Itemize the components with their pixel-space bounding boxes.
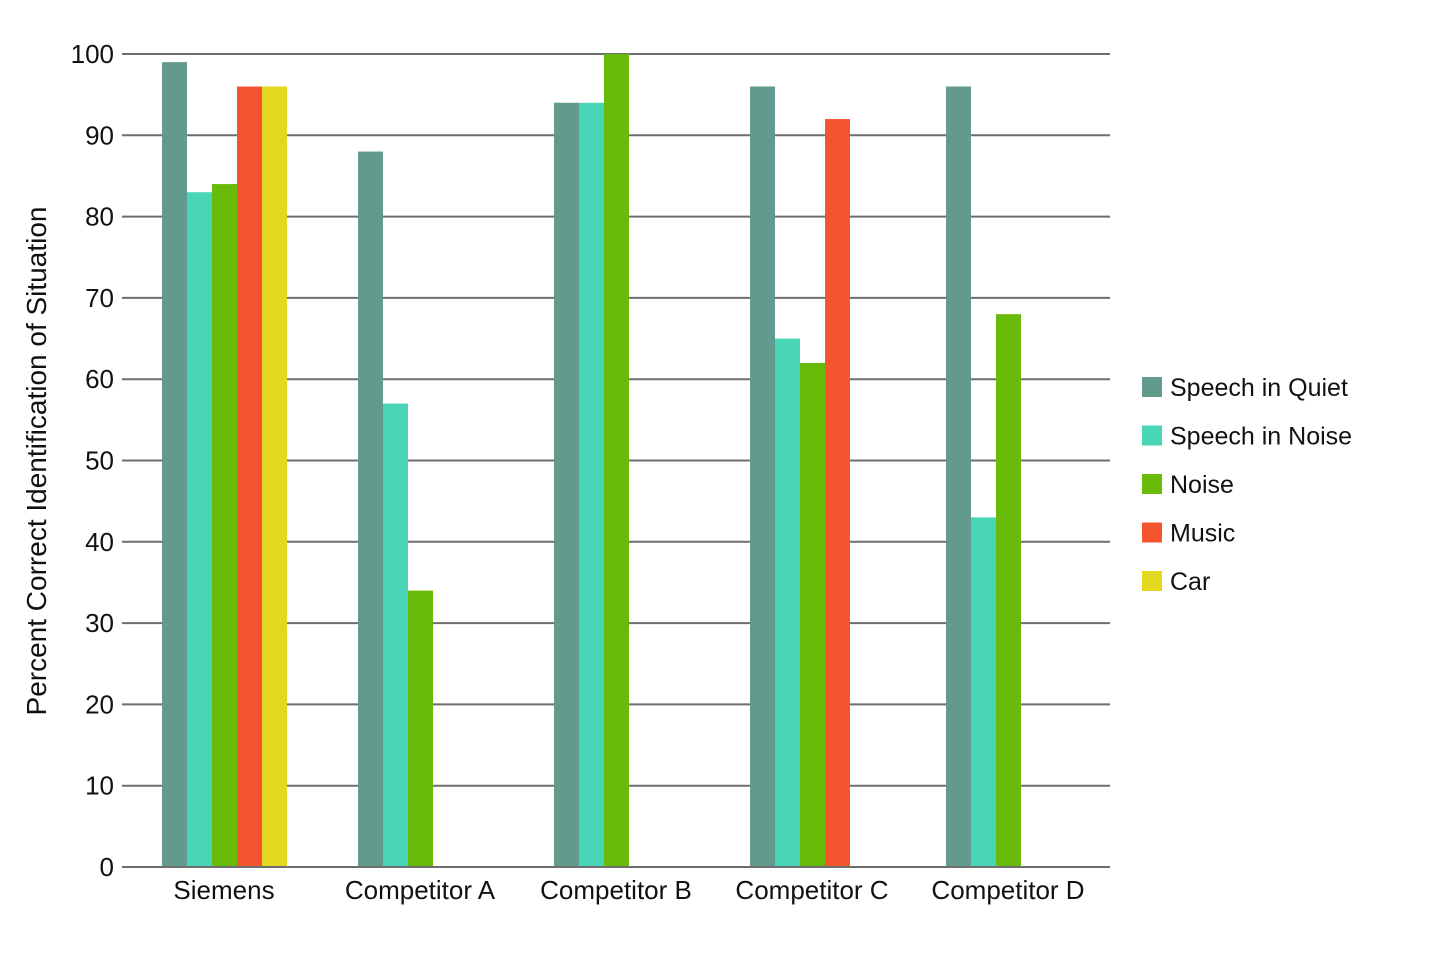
bar — [775, 338, 800, 867]
y-tick-label: 30 — [85, 608, 114, 638]
y-tick-label: 80 — [85, 202, 114, 232]
bar — [187, 192, 212, 867]
legend-label: Music — [1170, 520, 1235, 548]
bar — [750, 86, 775, 867]
bar — [604, 54, 629, 867]
legend-label: Noise — [1170, 471, 1234, 499]
x-axis-categories: Siemens Competitor A Competitor B Competito… — [173, 875, 1084, 905]
bars — [162, 54, 1021, 868]
bar — [262, 86, 287, 867]
y-tick-label: 20 — [85, 689, 114, 719]
legend: Speech in Quiet Speech in Noise Noise Music… — [1142, 374, 1352, 596]
bar — [212, 184, 237, 867]
legend-label: Speech in Quiet — [1170, 374, 1348, 402]
y-axis-ticks: 0 10 20 30 40 50 60 70 80 90 100 — [71, 39, 114, 882]
x-category-label: Siemens — [173, 875, 274, 905]
bar — [946, 86, 971, 867]
y-tick-label: 0 — [100, 852, 114, 882]
legend-swatch — [1142, 522, 1162, 543]
legend-swatch — [1142, 571, 1162, 591]
x-category-label: Competitor B — [540, 875, 692, 905]
bar — [408, 590, 433, 867]
x-category-label: Competitor C — [735, 875, 888, 905]
legend-label: Speech in Noise — [1170, 423, 1352, 451]
legend-swatch — [1142, 474, 1162, 494]
bar — [237, 86, 262, 867]
y-tick-label: 100 — [71, 39, 114, 69]
legend-swatch — [1142, 425, 1162, 446]
y-axis-title: Percent Correct Identification of Situat… — [21, 207, 52, 716]
bar — [554, 102, 579, 867]
bar — [996, 314, 1021, 867]
x-category-label: Competitor D — [931, 875, 1084, 905]
y-tick-label: 60 — [85, 364, 114, 394]
bar — [971, 517, 996, 867]
bar — [162, 62, 187, 867]
bar — [579, 102, 604, 867]
y-tick-label: 50 — [85, 446, 114, 476]
y-tick-label: 90 — [85, 120, 114, 150]
x-category-label: Competitor A — [345, 875, 496, 905]
bar — [825, 119, 850, 868]
bar — [383, 403, 408, 867]
y-tick-label: 10 — [85, 771, 114, 801]
legend-label: Car — [1170, 568, 1210, 596]
bar — [800, 362, 825, 867]
legend-swatch — [1142, 377, 1162, 397]
y-tick-label: 40 — [85, 527, 114, 557]
y-tick-label: 70 — [85, 283, 114, 313]
bar — [358, 151, 383, 867]
